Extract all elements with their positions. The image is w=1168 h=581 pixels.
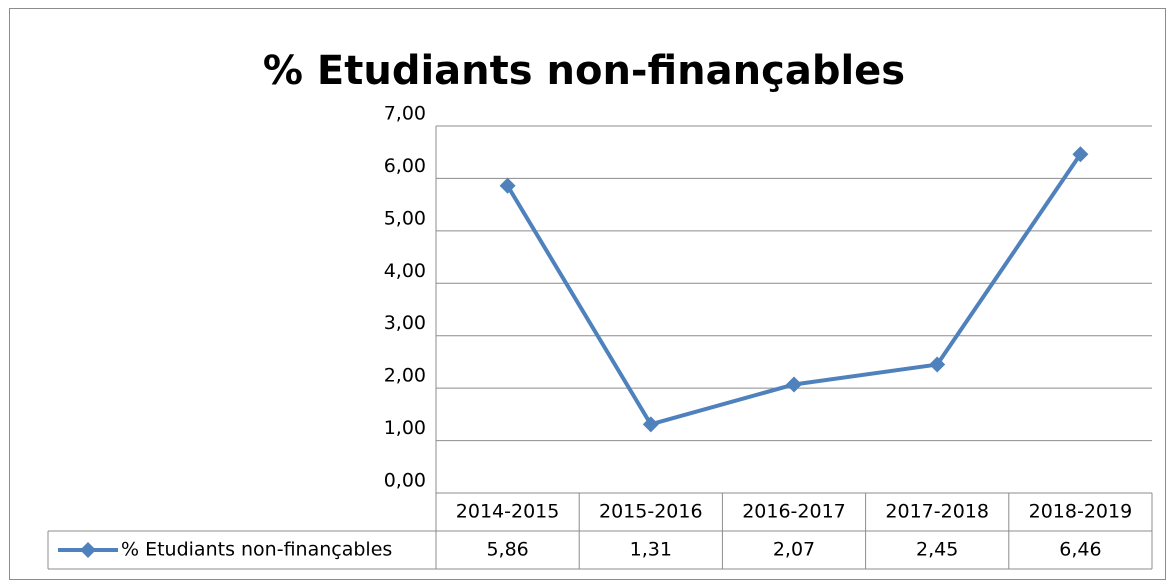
chart-title: % Etudiants non-finançables bbox=[263, 48, 905, 94]
chart-border bbox=[9, 8, 1166, 580]
marker bbox=[929, 356, 946, 373]
y-tick-label: 4,00 bbox=[384, 260, 426, 282]
x-tick-label: 2014-2015 bbox=[456, 501, 560, 523]
y-tick-label: 3,00 bbox=[384, 312, 426, 334]
table-value: 1,31 bbox=[630, 539, 672, 561]
table-value: 5,86 bbox=[486, 539, 528, 561]
table-value: 2,07 bbox=[773, 539, 815, 561]
y-tick-label: 6,00 bbox=[384, 155, 426, 177]
marker bbox=[1072, 146, 1089, 163]
y-tick-label: 7,00 bbox=[384, 103, 426, 125]
x-tick-label: 2016-2017 bbox=[742, 501, 846, 523]
marker bbox=[786, 376, 802, 393]
marker bbox=[642, 416, 659, 433]
legend-marker bbox=[80, 542, 96, 558]
y-tick-label: 0,00 bbox=[384, 470, 426, 492]
x-tick-label: 2015-2016 bbox=[599, 501, 703, 523]
table-value: 6,46 bbox=[1059, 539, 1101, 561]
marker bbox=[499, 177, 516, 194]
y-tick-label: 1,00 bbox=[384, 417, 426, 439]
table-value: 2,45 bbox=[916, 539, 958, 561]
y-tick-label: 2,00 bbox=[384, 365, 426, 387]
x-tick-label: 2018-2019 bbox=[1029, 501, 1133, 523]
y-tick-label: 5,00 bbox=[384, 207, 426, 229]
x-tick-label: 2017-2018 bbox=[885, 501, 989, 523]
legend-label: % Etudiants non-finançables bbox=[121, 539, 392, 561]
